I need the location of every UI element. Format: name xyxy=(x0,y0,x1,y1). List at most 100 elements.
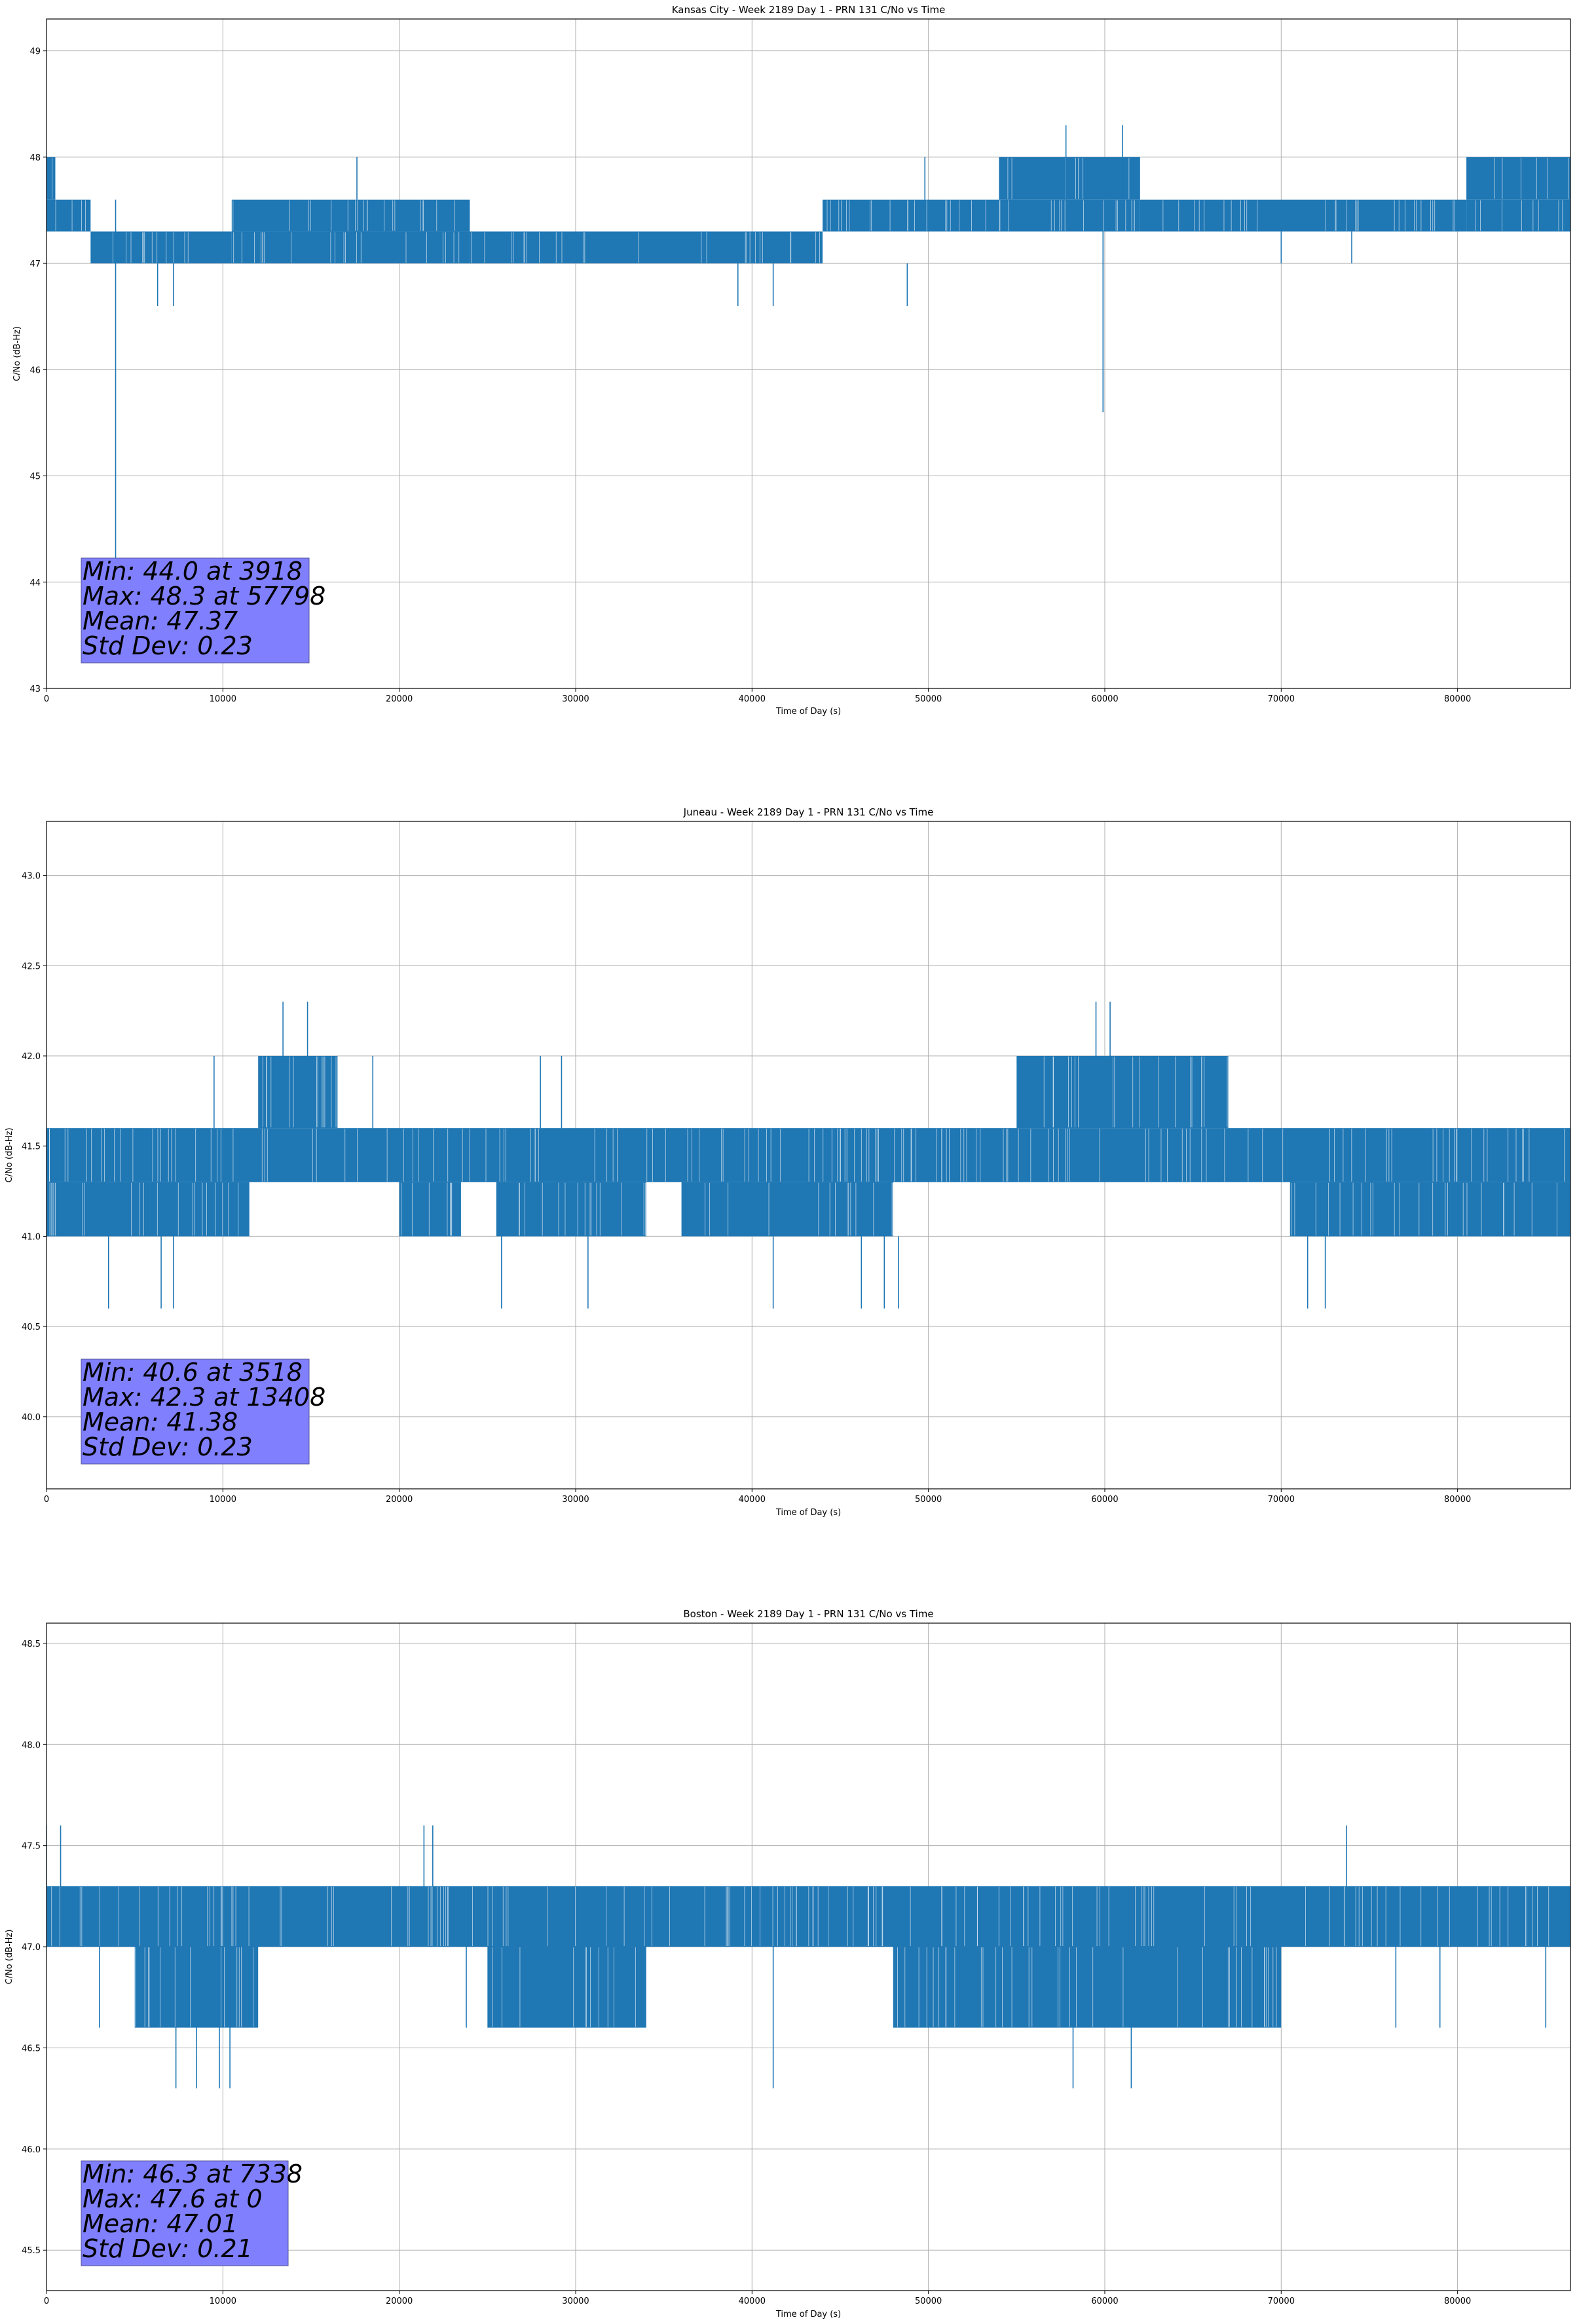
stats-line: Std Dev: 0.23 xyxy=(83,1433,253,1461)
x-tick-label: 20000 xyxy=(386,694,413,704)
data-band xyxy=(1466,157,1570,200)
data-band xyxy=(681,1182,893,1237)
data-band xyxy=(470,231,823,264)
y-tick-label: 44 xyxy=(29,578,41,588)
y-tick-label: 49 xyxy=(29,47,41,57)
x-tick-label: 60000 xyxy=(1091,2296,1118,2306)
data-band xyxy=(999,157,1140,200)
y-tick-label: 47 xyxy=(29,259,41,269)
y-tick-label: 48 xyxy=(29,153,41,163)
x-tick-label: 80000 xyxy=(1444,1495,1471,1505)
y-tick-label: 43.0 xyxy=(22,872,41,882)
data-band xyxy=(46,157,56,200)
x-tick-label: 60000 xyxy=(1091,694,1118,704)
x-tick-label: 30000 xyxy=(562,2296,589,2306)
stats-line: Max: 48.3 at 57798 xyxy=(83,582,325,610)
data-band xyxy=(1140,199,1467,232)
data-band xyxy=(231,231,470,264)
data-band xyxy=(999,199,1140,232)
x-tick-label: 0 xyxy=(44,2296,49,2306)
y-tick-label: 46 xyxy=(29,365,41,375)
axes-frame xyxy=(46,1622,1571,2291)
data-band xyxy=(1289,1182,1570,1237)
y-tick-label: 45.5 xyxy=(22,2246,41,2256)
x-tick-label: 20000 xyxy=(386,2296,413,2306)
y-tick-label: 47.0 xyxy=(22,1943,41,1953)
y-tick-label: 48.5 xyxy=(22,1640,41,1649)
data-series xyxy=(46,1002,1570,1309)
x-tick-label: 40000 xyxy=(739,2296,766,2306)
chart-title: Kansas City - Week 2189 Day 1 - PRN 131 … xyxy=(672,4,946,16)
x-tick-label: 70000 xyxy=(1268,694,1295,704)
data-band xyxy=(1466,199,1570,232)
x-tick-label: 40000 xyxy=(739,1495,766,1505)
x-tick-label: 40000 xyxy=(739,694,766,704)
y-tick-label: 42.0 xyxy=(22,1052,41,1062)
y-tick-label: 41.0 xyxy=(22,1232,41,1242)
data-band xyxy=(46,1128,1570,1182)
chart-title: Boston - Week 2189 Day 1 - PRN 131 C/No … xyxy=(683,1608,933,1620)
x-tick-label: 30000 xyxy=(562,1495,589,1505)
data-band xyxy=(258,1056,338,1129)
x-axis-label: Time of Day (s) xyxy=(775,707,841,717)
x-tick-label: 30000 xyxy=(562,694,589,704)
x-tick-label: 20000 xyxy=(386,1495,413,1505)
y-tick-label: 42.5 xyxy=(22,962,41,971)
x-tick-label: 70000 xyxy=(1268,2296,1295,2306)
y-tick-label: 46.5 xyxy=(22,2044,41,2053)
y-tick-label: 43 xyxy=(29,684,41,694)
stats-line: Min: 44.0 at 3918 xyxy=(83,557,303,586)
stats-line: Min: 40.6 at 3518 xyxy=(83,1358,303,1387)
x-tick-label: 50000 xyxy=(915,694,942,704)
y-axis-label: C/No (dB-Hz) xyxy=(5,1128,14,1183)
stats-line: Std Dev: 0.23 xyxy=(83,631,253,660)
data-band xyxy=(1016,1056,1229,1129)
y-axis-label: C/No (dB-Hz) xyxy=(5,1930,14,1985)
stats-line: Mean: 47.37 xyxy=(83,607,238,635)
x-tick-label: 80000 xyxy=(1444,2296,1471,2306)
axes-frame xyxy=(46,821,1571,1490)
stats-box-background xyxy=(81,2160,289,2266)
data-band xyxy=(46,1182,250,1237)
x-tick-label: 80000 xyxy=(1444,694,1471,704)
y-tick-label: 46.0 xyxy=(22,2145,41,2155)
y-tick-label: 40.5 xyxy=(22,1322,41,1332)
data-band xyxy=(823,199,999,232)
data-band xyxy=(46,199,91,232)
data-band xyxy=(487,1947,646,2028)
stats-box-background xyxy=(81,557,310,664)
x-tick-label: 10000 xyxy=(210,2296,236,2306)
y-tick-label: 41.5 xyxy=(22,1142,41,1152)
axes-frame xyxy=(46,18,1571,689)
x-axis-label: Time of Day (s) xyxy=(775,2310,841,2319)
chart-panel-1: 0 10000 20000 30000 40000 50000 60000 70000 8000… xyxy=(12,4,1571,717)
data-band xyxy=(893,1947,1282,2028)
stats-line: Max: 42.3 at 13408 xyxy=(83,1383,325,1412)
stats-line: Mean: 47.01 xyxy=(83,2209,238,2238)
x-tick-label: 70000 xyxy=(1268,1495,1295,1505)
x-tick-label: 50000 xyxy=(915,1495,942,1505)
y-tick-label: 48.0 xyxy=(22,1740,41,1750)
x-tick-label: 0 xyxy=(44,1495,49,1505)
x-tick-label: 10000 xyxy=(210,1495,236,1505)
chart-panel-3: 0 10000 20000 30000 40000 50000 60000 70000 8000… xyxy=(5,1608,1571,2319)
stats-line: Max: 47.6 at 0 xyxy=(83,2184,263,2213)
y-tick-label: 47.5 xyxy=(22,1842,41,1852)
x-tick-label: 0 xyxy=(44,694,49,704)
data-series xyxy=(46,125,1570,582)
data-band xyxy=(231,199,470,232)
stats-line: Std Dev: 0.21 xyxy=(83,2234,253,2263)
x-tick-label: 10000 xyxy=(210,694,236,704)
y-axis-label: C/No (dB-Hz) xyxy=(12,326,22,381)
stats-line: Mean: 41.38 xyxy=(83,1408,238,1436)
x-tick-label: 60000 xyxy=(1091,1495,1118,1505)
data-series xyxy=(46,1825,1570,2089)
y-tick-label: 45 xyxy=(29,472,41,482)
data-band xyxy=(399,1182,461,1237)
stats-box-background xyxy=(81,1359,310,1465)
data-band xyxy=(90,231,232,264)
